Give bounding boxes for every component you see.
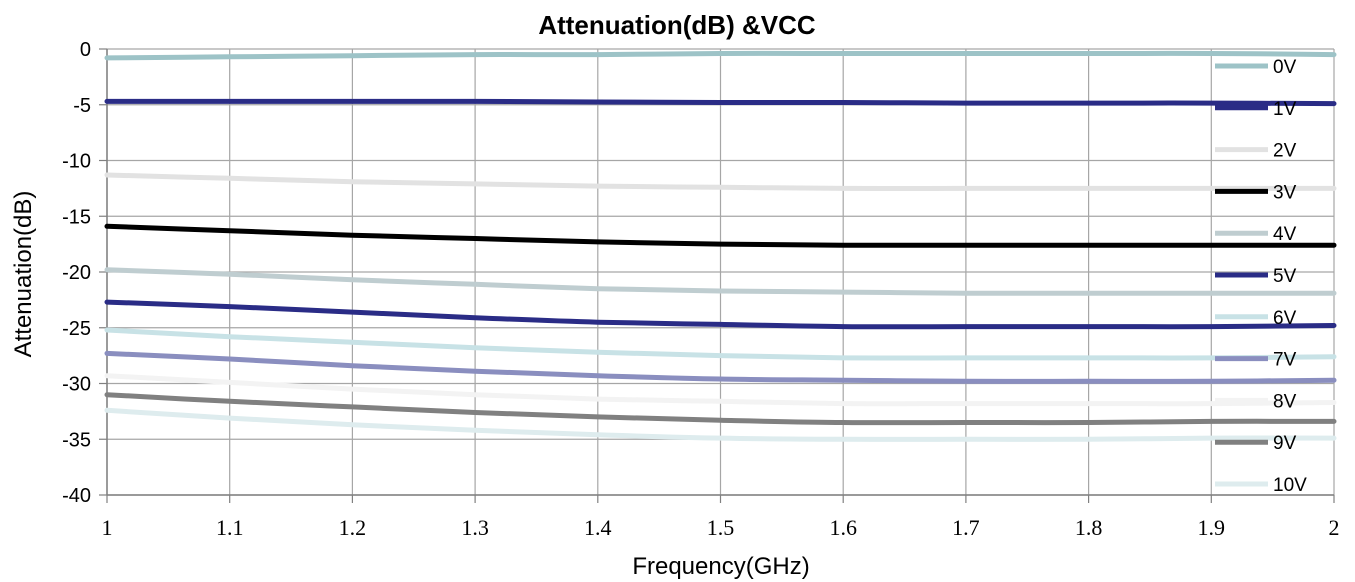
x-tick-label: 1.5 <box>707 515 735 540</box>
series-line-6V <box>104 327 1337 361</box>
y-tick-label: -25 <box>62 318 91 340</box>
series-line-4V <box>104 267 1337 296</box>
series-line-0V <box>104 50 1337 61</box>
x-axis: 1 1.1 1.2 1.3 1.4 1.5 1.6 1.7 1.8 1.9 2 <box>102 494 1340 540</box>
plot-area <box>104 50 1337 442</box>
series-line-9V <box>104 392 1337 426</box>
legend-label: 10V <box>1273 475 1307 496</box>
legend-label: 3V <box>1273 182 1297 203</box>
legend-label: 1V <box>1273 99 1297 120</box>
x-tick-label: 1 <box>102 515 113 540</box>
x-tick-label: 1.1 <box>216 515 244 540</box>
series-line-3V <box>104 223 1337 248</box>
series-line-10V <box>104 407 1337 442</box>
x-axis-label: Frequency(GHz) <box>632 553 809 580</box>
series-line-5V <box>104 299 1337 330</box>
y-tick-label: -30 <box>62 374 91 396</box>
legend-label: 2V <box>1273 141 1297 162</box>
legend-label: 6V <box>1273 308 1297 329</box>
legend: 0V 1V 2V 3V 4V 5V 6V 7V 8V 9V 10V <box>1215 57 1307 496</box>
y-tick-label: -40 <box>62 485 91 507</box>
y-tick-label: -20 <box>62 262 91 284</box>
series-line-1V <box>104 98 1337 107</box>
series-line-2V <box>104 172 1337 191</box>
y-tick-label: -35 <box>62 429 91 451</box>
x-tick-label: 1.2 <box>339 515 367 540</box>
y-tick-label: 0 <box>80 39 91 61</box>
x-tick-label: 2 <box>1329 515 1340 540</box>
y-axis: 0 -5 -10 -15 -20 -25 -30 -35 -40 <box>62 39 108 507</box>
legend-label: 9V <box>1273 433 1297 454</box>
chart-title: Attenuation(dB) &VCC <box>538 10 816 40</box>
y-axis-label: Attenuation(dB) <box>10 191 37 358</box>
x-tick-label: 1.4 <box>584 515 612 540</box>
legend-label: 7V <box>1273 350 1297 371</box>
y-tick-label: -15 <box>62 206 91 228</box>
grid <box>106 48 1335 496</box>
legend-label: 8V <box>1273 391 1297 412</box>
x-tick-label: 1.6 <box>829 515 857 540</box>
x-tick-label: 1.8 <box>1075 515 1103 540</box>
legend-label: 0V <box>1273 57 1297 78</box>
series-line-8V <box>104 373 1337 407</box>
x-tick-label: 1.3 <box>461 515 489 540</box>
y-tick-label: -10 <box>62 151 91 173</box>
legend-label: 5V <box>1273 266 1297 287</box>
y-tick-label: -5 <box>73 95 91 117</box>
x-tick-label: 1.9 <box>1198 515 1226 540</box>
series-line-7V <box>104 350 1337 384</box>
legend-label: 4V <box>1273 224 1297 245</box>
x-tick-label: 1.7 <box>952 515 980 540</box>
